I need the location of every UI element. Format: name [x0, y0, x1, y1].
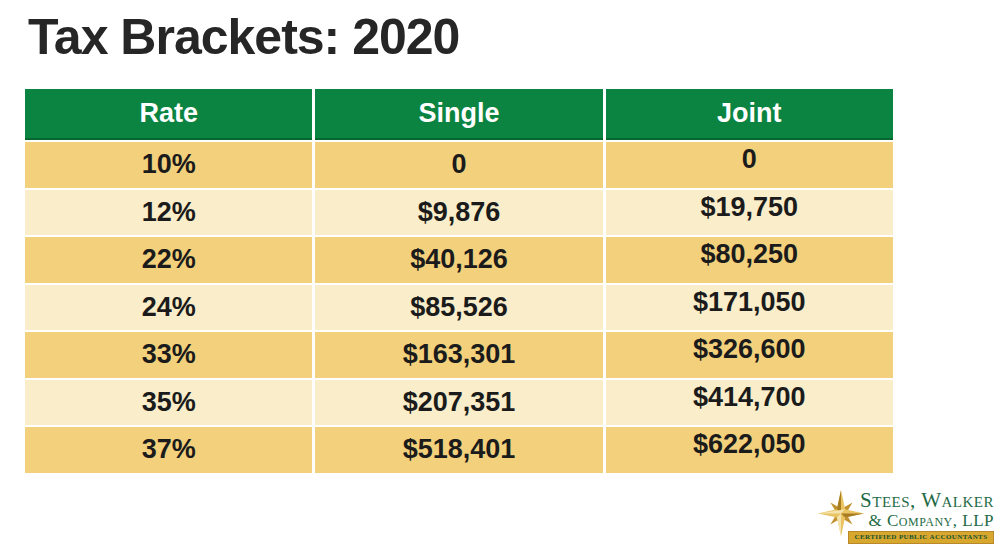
- joint-cell: $326,600: [606, 332, 893, 378]
- joint-cell: $19,750: [606, 190, 893, 236]
- single-cell: $163,301: [315, 332, 602, 378]
- single-cell: $9,876: [315, 190, 602, 236]
- table-row: 22% $40,126 $80,250: [25, 237, 893, 283]
- column-header-rate: Rate: [25, 89, 312, 140]
- rate-cell: 22%: [25, 237, 312, 283]
- column-header-single: Single: [315, 89, 602, 140]
- company-name-line2: & Company, LLP: [860, 512, 994, 529]
- table-header-row: Rate Single Joint: [25, 89, 893, 140]
- single-cell: 0: [315, 142, 602, 188]
- company-name: Stees, Walker & Company, LLP: [860, 490, 994, 529]
- page-title: Tax Brackets: 2020: [28, 8, 459, 66]
- table-row: 24% $85,526 $171,050: [25, 285, 893, 331]
- joint-cell: $80,250: [606, 237, 893, 283]
- table-row: 33% $163,301 $326,600: [25, 332, 893, 378]
- table-row: 10% 0 0: [25, 142, 893, 188]
- compass-star-icon: [818, 489, 864, 537]
- joint-cell: $414,700: [606, 380, 893, 426]
- rate-cell: 33%: [25, 332, 312, 378]
- rate-cell: 35%: [25, 380, 312, 426]
- single-cell: $207,351: [315, 380, 602, 426]
- company-name-line1: Stees, Walker: [860, 490, 994, 511]
- rate-cell: 10%: [25, 142, 312, 188]
- tax-brackets-table: Rate Single Joint 10% 0 0 12% $9,876 $19…: [25, 89, 893, 473]
- slide: Tax Brackets: 2020 Rate Single Joint 10%…: [0, 0, 1002, 547]
- table-row: 12% $9,876 $19,750: [25, 190, 893, 236]
- table-row: 35% $207,351 $414,700: [25, 380, 893, 426]
- single-cell: $518,401: [315, 427, 602, 473]
- rate-cell: 37%: [25, 427, 312, 473]
- company-logo: Stees, Walker & Company, LLP Certified P…: [822, 489, 994, 544]
- rate-cell: 12%: [25, 190, 312, 236]
- single-cell: $40,126: [315, 237, 602, 283]
- table-row: 37% $518,401 $622,050: [25, 427, 893, 473]
- column-header-joint: Joint: [606, 89, 893, 140]
- joint-cell: 0: [606, 142, 893, 188]
- rate-cell: 24%: [25, 285, 312, 331]
- company-tagline-badge: Certified Public Accountants: [848, 531, 994, 544]
- single-cell: $85,526: [315, 285, 602, 331]
- joint-cell: $171,050: [606, 285, 893, 331]
- joint-cell: $622,050: [606, 427, 893, 473]
